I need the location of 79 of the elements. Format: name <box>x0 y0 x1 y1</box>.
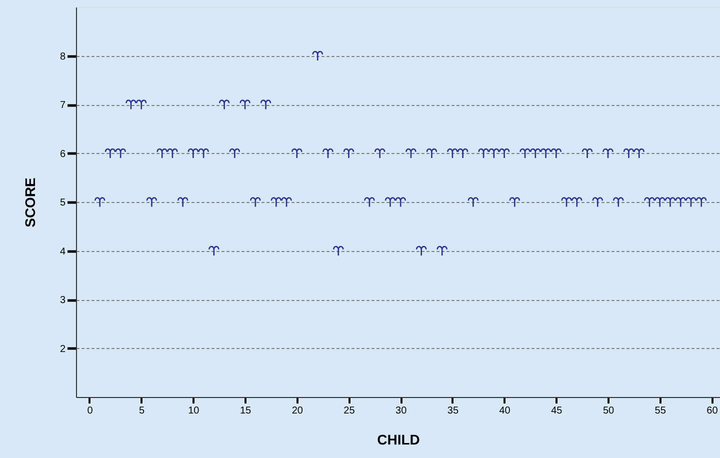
y-tick-label: 8 <box>60 51 66 62</box>
point <box>312 50 324 62</box>
x-tick-label: 10 <box>188 406 200 416</box>
point <box>270 197 282 208</box>
point <box>240 100 250 110</box>
point <box>156 148 168 159</box>
point <box>634 148 645 159</box>
point <box>291 148 302 159</box>
point <box>644 197 655 208</box>
point <box>136 100 147 110</box>
point <box>406 148 416 159</box>
y-tick-label: 6 <box>60 148 66 160</box>
point <box>115 148 126 159</box>
x-tick-label: 15 <box>240 406 252 416</box>
point <box>571 197 582 208</box>
point <box>426 148 438 159</box>
point <box>550 148 562 159</box>
point <box>654 197 666 208</box>
x-tick-label: 55 <box>654 406 666 416</box>
x-tick-label: 40 <box>499 406 511 416</box>
point <box>509 197 520 208</box>
point <box>447 148 458 159</box>
point <box>478 148 489 159</box>
point <box>436 246 448 256</box>
x-axis-title: CHILD <box>377 432 420 448</box>
point <box>416 246 427 256</box>
point <box>198 148 209 159</box>
x-tick-label: 0 <box>87 406 94 416</box>
point <box>177 197 188 208</box>
x-tick-label: 50 <box>602 406 614 416</box>
y-tick-label: 4 <box>60 246 66 258</box>
point <box>623 148 634 159</box>
point <box>686 197 696 208</box>
point <box>384 197 396 208</box>
y-tick-label: 7 <box>60 100 66 111</box>
point <box>530 148 541 159</box>
point <box>468 197 479 208</box>
point <box>229 148 240 159</box>
y-tick-label: 3 <box>60 295 66 306</box>
point <box>612 197 624 208</box>
point <box>208 246 220 256</box>
point <box>592 197 604 208</box>
point <box>364 197 375 208</box>
point <box>582 148 593 159</box>
point <box>498 148 510 159</box>
point <box>488 148 500 159</box>
y-tick-label: 5 <box>60 198 66 208</box>
point <box>343 148 354 159</box>
point <box>675 197 686 208</box>
x-tick-label: 5 <box>139 406 146 416</box>
point <box>260 100 272 110</box>
point <box>188 148 199 159</box>
point <box>540 148 552 159</box>
x-tick-label: 20 <box>292 406 304 416</box>
y-tick-label: 2 <box>60 344 66 355</box>
point <box>146 197 158 208</box>
point <box>561 197 572 208</box>
point <box>520 148 530 159</box>
point <box>332 246 344 256</box>
point <box>281 197 292 208</box>
x-tick-label: 30 <box>396 406 408 416</box>
point <box>250 197 261 208</box>
point <box>457 148 468 159</box>
point <box>104 148 116 159</box>
x-tick-label: 45 <box>551 406 563 416</box>
point <box>374 148 386 159</box>
y-axis-title: SCORE <box>22 178 38 228</box>
x-tick-label: 25 <box>344 406 356 416</box>
x-tick-label: 60 <box>706 406 718 416</box>
point <box>94 197 106 208</box>
point <box>602 148 614 159</box>
point <box>218 100 230 110</box>
point <box>126 100 136 110</box>
point <box>664 197 676 208</box>
point <box>696 197 707 208</box>
point <box>322 148 334 159</box>
point <box>395 197 406 208</box>
x-tick-label: 35 <box>447 406 459 416</box>
point <box>167 148 178 159</box>
